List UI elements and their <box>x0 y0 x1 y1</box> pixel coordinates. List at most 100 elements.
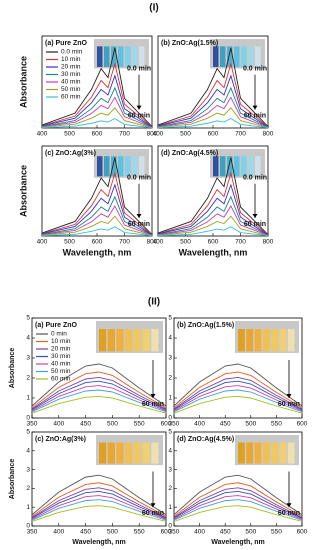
x-axis-label: Wavelength, nm <box>63 247 132 257</box>
series-line <box>157 205 269 236</box>
vial <box>142 329 150 352</box>
arrow-head <box>150 503 156 508</box>
y-tick-label: 2 <box>168 375 172 382</box>
x-tick-label: 800 <box>263 131 274 138</box>
x-tick-label: 600 <box>208 131 219 138</box>
legend-label: 60 min <box>51 376 71 383</box>
series-line <box>31 389 167 413</box>
series-line <box>31 482 167 517</box>
series-line <box>41 86 153 128</box>
panel-title: (a) Pure ZnO <box>35 322 78 329</box>
y-tick-label: 0 <box>26 415 30 422</box>
annotation: 60 min <box>142 401 164 408</box>
y-tick-label: 2 <box>26 375 30 382</box>
series-line <box>31 371 167 409</box>
legend-label: 0.0 min <box>61 49 83 56</box>
vial <box>111 156 117 177</box>
y-axis-label: Absorbance <box>18 165 28 217</box>
y-tick-label: 3 <box>168 355 172 362</box>
vial <box>246 442 254 464</box>
annotation: 0.0 min <box>243 175 267 182</box>
x-tick-label: 500 <box>180 239 191 246</box>
series-line <box>173 385 303 412</box>
series-line <box>157 47 269 127</box>
vial <box>262 329 270 352</box>
vial <box>116 442 124 464</box>
vial <box>107 442 115 464</box>
x-tick-label: 400 <box>37 131 48 138</box>
vial <box>255 46 261 67</box>
legend-label: 20 min <box>61 64 81 71</box>
vial <box>125 442 133 464</box>
x-tick-label: 550 <box>134 421 145 428</box>
vial <box>213 156 219 177</box>
series-line <box>31 505 167 522</box>
vial <box>151 442 159 464</box>
vial <box>238 329 245 352</box>
series-line <box>157 226 269 237</box>
figure-label: (II) <box>148 297 160 308</box>
series-line <box>41 47 153 127</box>
vial <box>227 156 233 177</box>
vial <box>133 329 142 352</box>
vial <box>139 156 145 177</box>
annotation: 0.0 min <box>127 175 151 182</box>
vial <box>279 329 287 352</box>
x-axis-label: Wavelength, nm <box>211 539 264 546</box>
y-tick-label: 1 <box>26 395 30 402</box>
series-line <box>157 86 269 128</box>
series-line <box>173 363 303 407</box>
series-line <box>31 380 167 411</box>
x-tick-label: 600 <box>208 239 219 246</box>
series-line <box>41 215 153 237</box>
legend-label: 10 min <box>61 56 81 63</box>
series-line <box>173 505 303 522</box>
vial <box>132 156 138 177</box>
vial <box>132 46 138 67</box>
vial <box>287 442 295 464</box>
vial <box>248 156 254 177</box>
x-tick-label: 400 <box>194 421 205 428</box>
legend-label: 10 min <box>51 338 71 345</box>
y-axis-label: Absorbance <box>9 348 16 389</box>
series-line <box>157 74 269 128</box>
x-tick-label: 600 <box>92 239 103 246</box>
x-tick-label: 700 <box>235 239 246 246</box>
x-tick-label: 450 <box>80 421 91 428</box>
x-tick-label: 400 <box>194 529 205 536</box>
series-line <box>157 117 269 129</box>
legend-label: 20 min <box>51 346 71 353</box>
vial <box>97 46 103 67</box>
panel-title: (b) ZnO:Ag(1.5%) <box>161 40 218 47</box>
x-tick-label: 500 <box>107 529 118 536</box>
y-tick-label: 2 <box>168 485 172 492</box>
series-line <box>31 395 167 414</box>
annotation: 60 min <box>128 221 150 228</box>
vial <box>254 329 262 352</box>
series-line <box>173 490 303 519</box>
series-line <box>157 62 269 128</box>
x-tick-label: 400 <box>153 131 164 138</box>
vial <box>254 442 262 464</box>
x-tick-label: 350 <box>27 421 38 428</box>
vial <box>133 442 142 464</box>
series-line <box>157 171 269 236</box>
series-line <box>31 499 167 521</box>
x-tick-label: 500 <box>64 131 75 138</box>
y-tick-label: 2 <box>26 485 30 492</box>
legend-label: 50 min <box>51 368 71 375</box>
x-axis-label: Wavelength, nm <box>179 247 248 257</box>
x-tick-label: 600 <box>161 421 172 428</box>
series-line <box>41 183 153 236</box>
y-tick-label: 5 <box>26 315 30 322</box>
legend-label: 40 min <box>61 79 81 86</box>
annotation: 0.0 min <box>243 65 267 72</box>
vial <box>99 329 107 352</box>
y-axis-label: Absorbance <box>9 459 16 500</box>
annotation: 60 min <box>244 221 266 228</box>
series-line <box>173 495 303 520</box>
series-line <box>173 482 303 517</box>
vial <box>118 46 124 67</box>
x-tick-label: 350 <box>169 421 180 428</box>
series-line <box>41 157 153 235</box>
